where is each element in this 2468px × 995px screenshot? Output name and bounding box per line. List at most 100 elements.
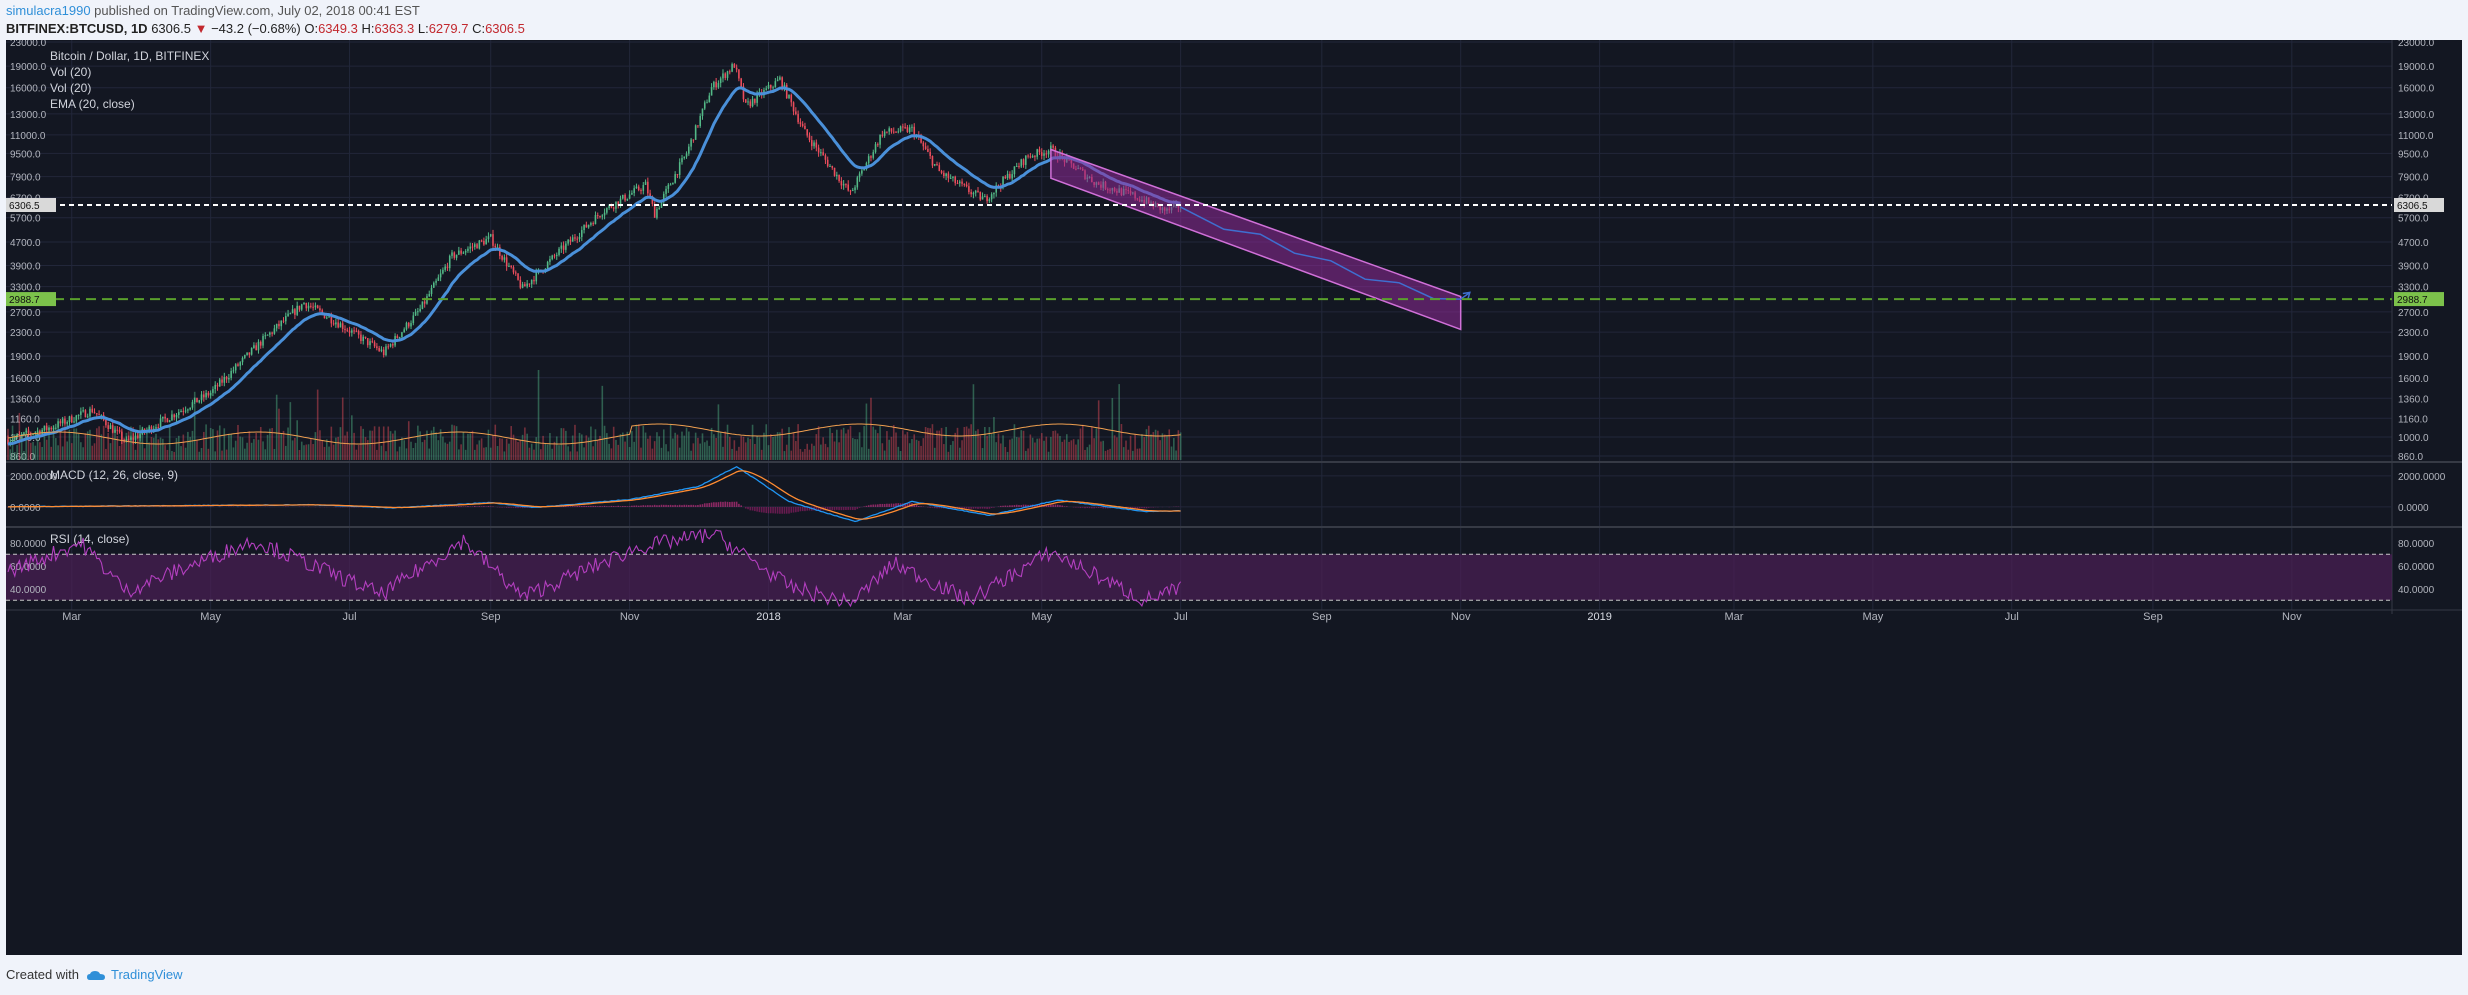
candle-body	[590, 223, 592, 225]
candle-body	[1047, 150, 1050, 155]
chart-svg[interactable]: Mar May Jul Sep Nov 2018 Mar May Jul Sep Nov 2019 Ma…	[6, 40, 2462, 955]
candle-body	[66, 422, 68, 424]
macd-histogram-bar	[847, 506, 850, 510]
candle-body	[958, 181, 961, 184]
macd-histogram-bar	[606, 506, 608, 507]
macd-histogram-bar	[938, 506, 941, 509]
macd-histogram-bar	[1152, 506, 1155, 508]
candle-body	[984, 196, 986, 198]
candle-body	[171, 414, 173, 421]
candle-body	[473, 244, 476, 247]
macd-histogram-bar	[929, 506, 931, 508]
candle-body	[699, 116, 701, 127]
volume-bar	[469, 433, 472, 460]
candle-body	[995, 185, 998, 193]
volume-bar	[448, 441, 451, 460]
macd-histogram-bar	[970, 506, 972, 509]
projection-arrow-icon	[1462, 291, 1471, 300]
volume-bar	[419, 431, 421, 460]
macd-histogram-bar	[1102, 506, 1105, 509]
volume-bar	[662, 429, 665, 460]
y-tick-label-left: 11000.0	[10, 131, 46, 142]
volume-bar	[995, 442, 998, 460]
macd-histogram-bar	[578, 505, 581, 507]
candle-body	[296, 305, 298, 315]
macd-histogram-bar	[776, 506, 779, 514]
candle-body	[316, 305, 319, 309]
volume-bar	[432, 426, 435, 460]
volume-bar	[7, 428, 9, 460]
macd-histogram-bar	[851, 506, 854, 510]
candle-body	[785, 84, 788, 99]
macd-histogram-bar	[754, 506, 756, 512]
volume-bar	[107, 432, 109, 460]
macd-histogram-bar	[517, 506, 519, 509]
macd-histogram-bar	[981, 506, 984, 509]
volume-bar	[851, 438, 854, 460]
macd-histogram-bar	[1134, 506, 1136, 509]
volume-bar	[1129, 435, 1132, 460]
volume-bar	[439, 429, 442, 460]
macd-histogram-bar	[656, 505, 658, 507]
volume-bar	[364, 437, 367, 460]
candle-body	[332, 323, 335, 325]
volume-bar	[387, 426, 390, 460]
chart-area[interactable]: Mar May Jul Sep Nov 2018 Mar May Jul Sep Nov 2019 Ma…	[6, 40, 2462, 955]
volume-bar	[193, 391, 196, 460]
author-username[interactable]: simulacra1990	[6, 3, 91, 18]
volume-bar	[1118, 384, 1120, 460]
volume-bar	[533, 449, 535, 460]
volume-bar	[296, 420, 298, 460]
candle-body	[665, 188, 667, 194]
x-tick-label: Jul	[343, 611, 357, 623]
volume-bar	[1132, 450, 1134, 460]
high-value: 6363.3	[374, 21, 415, 36]
macd-histogram-bar	[1075, 506, 1077, 508]
tradingview-link[interactable]: TradingView	[110, 967, 183, 982]
volume-bar	[127, 431, 130, 460]
volume-bar	[43, 428, 46, 460]
volume-bar	[162, 438, 164, 460]
volume-bar	[619, 434, 622, 460]
candle-body	[672, 182, 674, 185]
candle-body	[444, 266, 446, 270]
rsi-y-label-left: 40.0000	[10, 585, 47, 596]
volume-bar	[631, 431, 633, 460]
candle-body	[23, 432, 25, 435]
candle-body	[312, 306, 314, 308]
volume-bar	[968, 428, 970, 460]
price-change: −43.2 (−0.68%)	[211, 21, 301, 36]
volume-bar	[232, 447, 235, 460]
candle-body	[214, 384, 217, 390]
candle-body	[754, 98, 756, 103]
candle-body	[41, 429, 43, 435]
volume-bar	[678, 447, 681, 460]
volume-bar	[954, 432, 957, 460]
macd-histogram-bar	[596, 506, 599, 507]
candle-body	[471, 246, 474, 248]
candle-body	[911, 126, 913, 128]
candle-body	[933, 163, 936, 166]
candle-body	[553, 255, 556, 257]
macd-histogram-bar	[747, 506, 749, 510]
macd-histogram-bar	[706, 503, 708, 507]
candle-body	[1043, 153, 1045, 156]
volume-bar	[355, 449, 358, 460]
low-label: L:	[417, 21, 429, 36]
volume-bar	[314, 432, 317, 460]
candle-body	[248, 352, 251, 355]
candle-body	[606, 207, 608, 213]
volume-bar	[774, 436, 777, 460]
candle-body	[968, 186, 970, 193]
candle-body	[432, 282, 435, 288]
macd-histogram-bar	[906, 503, 909, 507]
volume-bar	[1166, 436, 1168, 460]
candle-body	[722, 73, 724, 79]
macd-histogram-bar	[713, 502, 715, 507]
macd-histogram-bar	[729, 502, 731, 507]
volume-bar	[824, 443, 827, 460]
volume-bar	[1070, 440, 1073, 460]
candle-body	[608, 205, 610, 208]
candle-body	[742, 86, 745, 100]
candle-body	[121, 431, 123, 441]
